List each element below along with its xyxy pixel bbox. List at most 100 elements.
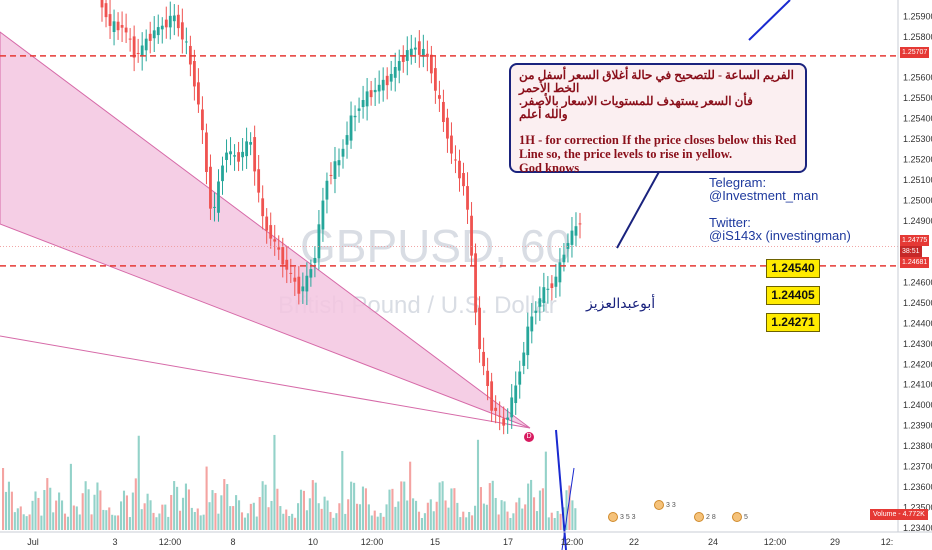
volume-bar-110 — [326, 500, 329, 530]
candle-body-80 — [421, 48, 425, 57]
volume-bar-191 — [565, 490, 568, 530]
candle-body-77 — [409, 48, 413, 56]
arabic-line-3: والله أعلم — [519, 107, 568, 121]
volume-bar-75 — [223, 479, 226, 530]
candle-body-8 — [132, 36, 136, 58]
candle-body-17 — [168, 15, 172, 28]
candle-body-78 — [413, 47, 417, 50]
price-label-current: 1.24775 — [900, 235, 930, 246]
volume-bar-117 — [347, 499, 350, 530]
volume-bar-148 — [438, 482, 441, 530]
telegram-label: Telegram: — [709, 175, 767, 190]
price-label-red-line-bottom: 1.24681 — [900, 257, 930, 268]
twitter-handle: @iS143x (investingman) — [709, 228, 851, 243]
volume-bar-85 — [252, 502, 255, 530]
price-tick-6: 1.25200 — [903, 155, 932, 165]
volume-bar-8 — [25, 516, 28, 530]
volume-bar-186 — [550, 512, 553, 530]
analysis-callout[interactable]: الفريم الساعة - للتصحيح في حالة أغلاق ال… — [509, 63, 807, 175]
candle-body-23 — [192, 60, 196, 87]
volume-bar-104 — [308, 498, 311, 530]
candle-body-111 — [546, 288, 550, 290]
candle-body-60 — [341, 148, 345, 157]
candle-body-50 — [301, 286, 305, 292]
volume-bar-45 — [134, 478, 137, 530]
event-icons-3[interactable]: 2 8 — [694, 512, 716, 526]
candle-body-20 — [180, 22, 184, 40]
volume-bar-80 — [238, 500, 241, 530]
harmonic-pattern-leg[interactable] — [0, 335, 531, 429]
volume-bar-31 — [93, 494, 96, 530]
candle-body-69 — [377, 84, 381, 92]
candle-body-7 — [128, 38, 132, 40]
trend-line-top[interactable] — [748, 0, 791, 41]
arabic-line-2: فأن السعر يستهدف للمستويات الاسعار بالأص… — [519, 94, 753, 108]
volume-bar-35 — [105, 510, 108, 530]
candle-body-96 — [486, 370, 490, 386]
time-tick-5: 12:00 — [361, 537, 384, 547]
volume-bar-24 — [72, 505, 75, 530]
candle-body-16 — [164, 19, 168, 28]
volume-bar-161 — [476, 439, 480, 530]
volume-bar-28 — [84, 481, 87, 530]
volume-bar-40 — [120, 501, 123, 530]
volume-bar-129 — [382, 516, 385, 530]
volume-bar-10 — [31, 500, 34, 530]
volume-bar-130 — [385, 504, 388, 530]
volume-bar-127 — [376, 516, 379, 530]
volume-bar-94 — [279, 506, 282, 530]
volume-bar-137 — [406, 500, 409, 530]
volume-bar-111 — [329, 511, 332, 530]
volume-bar-1 — [4, 491, 8, 530]
volume-bar-5 — [16, 508, 19, 530]
pattern-point-d[interactable]: D — [524, 432, 534, 442]
volume-bar-188 — [556, 511, 559, 530]
candle-body-113 — [554, 276, 558, 287]
candle-body-61 — [345, 135, 349, 145]
volume-bar-102 — [302, 490, 305, 530]
volume-bar-65 — [193, 512, 196, 530]
volume-bar-7 — [22, 514, 25, 530]
volume-bar-172 — [509, 517, 512, 530]
harmonic-pattern-shape[interactable] — [0, 31, 531, 429]
candle-body-46 — [285, 259, 289, 270]
volume-bar-64 — [190, 507, 193, 530]
volume-bar-159 — [471, 515, 474, 530]
target-level-1[interactable]: 1.24540 — [766, 259, 820, 278]
candle-body-93 — [474, 253, 477, 313]
volume-bar-95 — [282, 513, 285, 530]
volume-bar-168 — [497, 514, 500, 530]
target-level-3[interactable]: 1.24271 — [766, 313, 820, 332]
time-tick-3: 8 — [230, 537, 235, 547]
volume-bar-92 — [273, 434, 276, 530]
volume-bar-158 — [468, 511, 471, 530]
candle-body-86 — [446, 117, 449, 139]
volume-bar-13 — [40, 515, 43, 530]
volume-bar-16 — [49, 487, 52, 530]
volume-bar-57 — [170, 494, 173, 530]
volume-bar-20 — [61, 500, 64, 530]
candle-body-33 — [233, 155, 236, 157]
volume-bar-6 — [19, 506, 22, 530]
event-icons-4[interactable]: 5 — [732, 512, 748, 526]
candle-body-119 — [578, 223, 582, 225]
volume-bar-25 — [75, 506, 78, 530]
volume-bar-83 — [246, 513, 249, 530]
volume-bar-154 — [456, 502, 459, 530]
trend-line-bottom-2[interactable] — [561, 467, 575, 550]
event-icons-2[interactable]: 3 3 — [654, 500, 676, 514]
author-signature: أبوعبدالعزيز — [586, 296, 656, 312]
volume-bar-32 — [96, 482, 99, 530]
volume-bar-175 — [518, 497, 521, 530]
volume-bar-182 — [538, 490, 541, 530]
volume-bar-67 — [199, 515, 202, 530]
target-level-2[interactable]: 1.24405 — [766, 286, 820, 305]
trend-line-bottom[interactable] — [555, 429, 567, 550]
volume-bar-66 — [196, 508, 199, 530]
callout-pointer — [616, 169, 662, 249]
volume-bar-150 — [444, 500, 447, 530]
candle-body-42 — [269, 225, 273, 239]
candle-body-116 — [566, 243, 570, 249]
event-icons-1[interactable]: 3 5 3 — [608, 512, 636, 526]
